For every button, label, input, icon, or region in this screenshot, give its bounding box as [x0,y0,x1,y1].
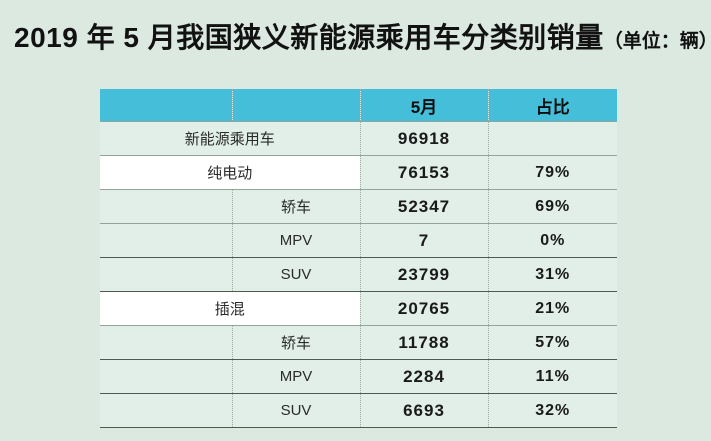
row-label-cell: 轿车 [231,189,360,224]
page-title: 2019 年 5 月我国狭义新能源乘用车分类别销量（单位：辆） [14,16,711,56]
table-body: 新能源乘用车 96918 纯电动 76153 79% 轿车 52347 69% … [100,121,617,428]
row-label-cell: MPV [231,359,360,394]
column-header-share: 占比 [487,89,617,122]
row-share-cell: 32% [487,393,617,428]
row-indent-cell [100,359,232,394]
row-value-cell: 7 [359,223,488,258]
row-label-cell: MPV [231,223,360,258]
row-label-cell: 新能源乘用车 [100,121,360,156]
table-row: SUV 6693 32% [100,393,617,428]
row-label-cell: SUV [231,257,360,292]
row-share-cell [487,121,617,156]
row-label-cell: 插混 [100,291,360,326]
row-indent-cell [100,223,232,258]
row-indent-cell [100,189,232,224]
row-share-cell: 0% [487,223,617,258]
header-blank-cell-1 [100,89,232,122]
row-value-cell: 2284 [359,359,488,394]
row-indent-cell [100,325,232,360]
table-row: 新能源乘用车 96918 [100,121,617,156]
table-row: 插混 20765 21% [100,291,617,326]
header-blank-cell-2 [231,89,360,122]
table-row: 轿车 52347 69% [100,189,617,224]
page-title-unit: （单位：辆） [603,31,711,52]
row-share-cell: 21% [487,291,617,326]
table-row: SUV 23799 31% [100,257,617,292]
row-share-cell: 79% [487,155,617,190]
row-indent-cell [100,257,232,292]
row-label-cell: SUV [231,393,360,428]
table-header-row: 5月 占比 [100,89,617,122]
row-value-cell: 23799 [359,257,488,292]
table-row: MPV 7 0% [100,223,617,258]
row-share-cell: 69% [487,189,617,224]
table-header: 5月 占比 [100,89,617,122]
table-row: 纯电动 76153 79% [100,155,617,190]
row-value-cell: 76153 [359,155,488,190]
row-value-cell: 11788 [359,325,488,360]
row-value-cell: 96918 [359,121,488,156]
table-row: MPV 2284 11% [100,359,617,394]
row-value-cell: 20765 [359,291,488,326]
table-row: 轿车 11788 57% [100,325,617,360]
row-value-cell: 52347 [359,189,488,224]
row-share-cell: 57% [487,325,617,360]
sales-table: 5月 占比 新能源乘用车 96918 纯电动 76153 79% 轿车 5234… [100,89,617,428]
row-label-cell: 轿车 [231,325,360,360]
row-share-cell: 11% [487,359,617,394]
row-indent-cell [100,393,232,428]
column-header-month: 5月 [359,89,488,122]
row-share-cell: 31% [487,257,617,292]
row-label-cell: 纯电动 [100,155,360,190]
row-value-cell: 6693 [359,393,488,428]
page-title-main: 2019 年 5 月我国狭义新能源乘用车分类别销量 [14,22,604,53]
